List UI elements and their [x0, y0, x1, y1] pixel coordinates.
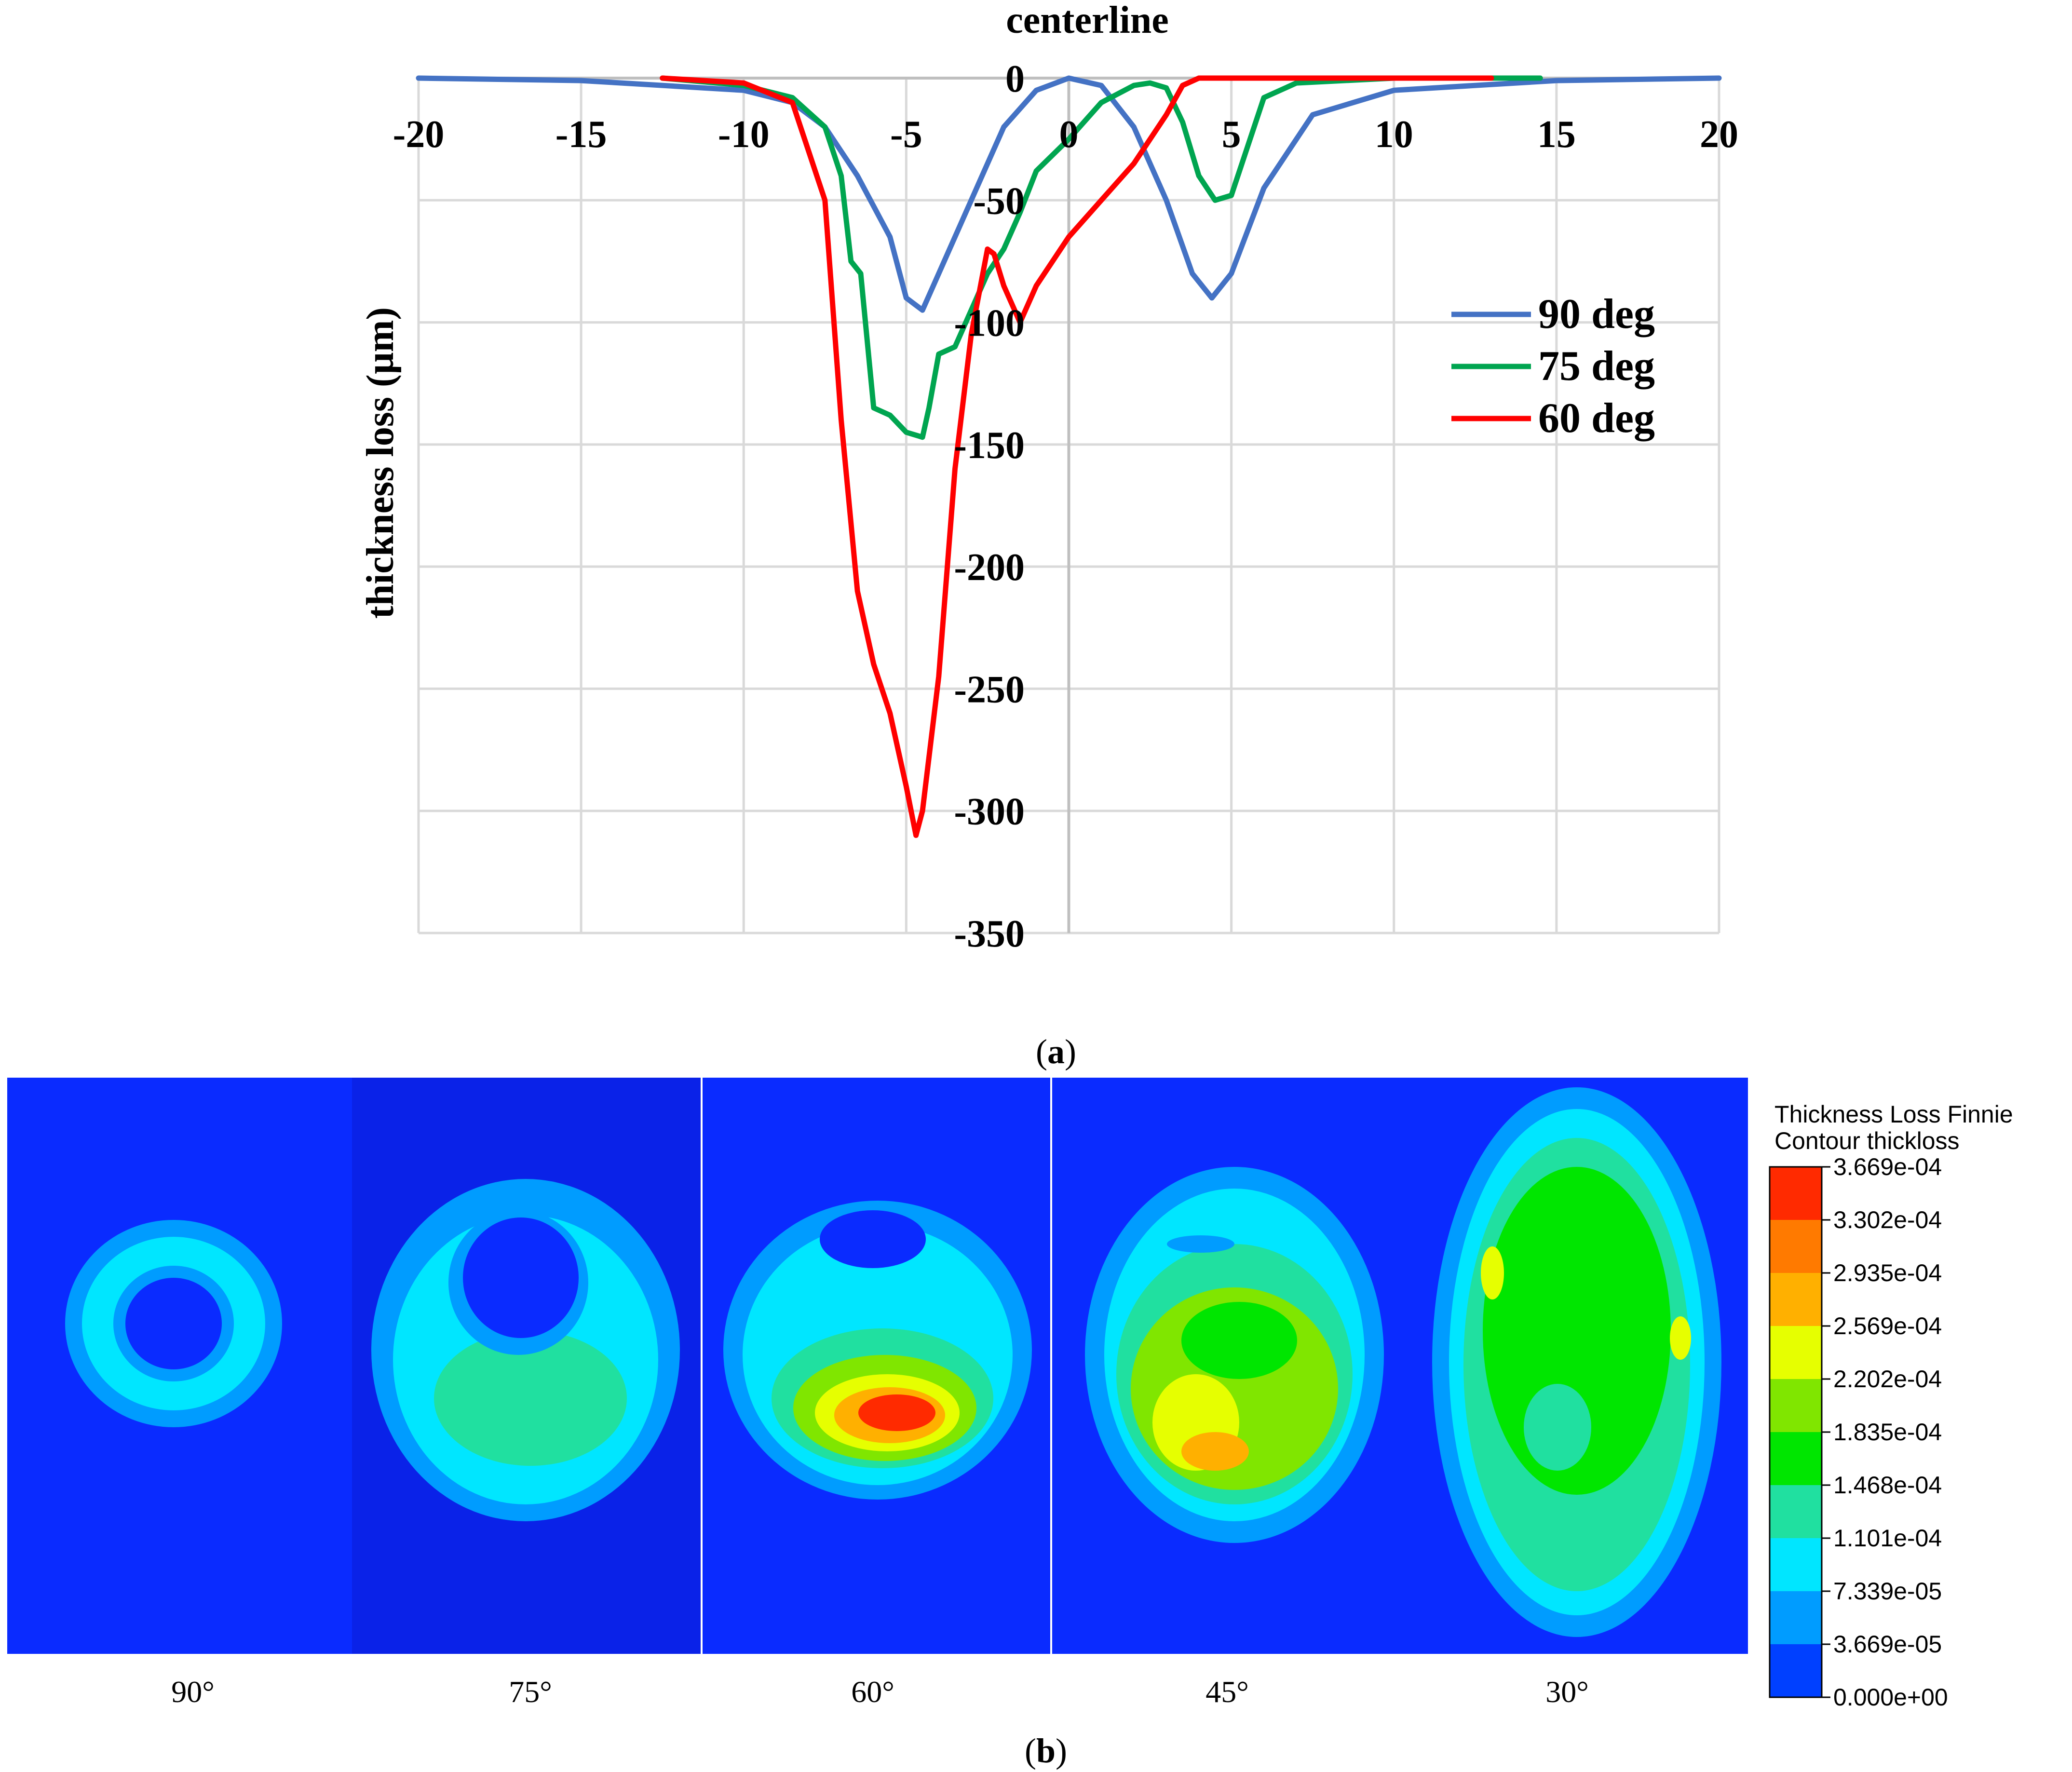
contour-30-mid — [1449, 1109, 1705, 1615]
legend-bar-frame — [1769, 1166, 1823, 1698]
legend-label: 90 deg — [1538, 291, 1655, 338]
caption-a: (a) — [1036, 1032, 1076, 1071]
series-lines — [416, 75, 1722, 838]
contour-60-l6 — [772, 1328, 993, 1468]
angle-label: 90° — [171, 1675, 215, 1709]
legend-color-band — [1770, 1167, 1822, 1220]
contour-panel-75 — [352, 1078, 702, 1654]
legend-title-line1: Thickness Loss Finnie — [1774, 1101, 2013, 1128]
x-tick-label: -10 — [718, 113, 770, 156]
legend-color-band — [1770, 1326, 1822, 1379]
legend-level-label: 0.000e+00 — [1833, 1684, 1948, 1711]
x-tick-label: 5 — [1222, 113, 1241, 156]
contour-60-mid — [743, 1225, 1013, 1485]
x-tick-label: 10 — [1375, 113, 1413, 156]
y-tick-label: -100 — [954, 302, 1025, 345]
y-tick-label: 0 — [1005, 58, 1025, 100]
caption-b: (b) — [1025, 1731, 1068, 1770]
legend-color-band — [1770, 1485, 1822, 1538]
legend-level-label: 3.302e-04 — [1833, 1206, 1942, 1233]
color-legend: Thickness Loss Finnie Contour thickloss … — [1769, 1101, 2013, 1711]
angle-label: 45° — [1205, 1675, 1249, 1709]
legend-color-band — [1770, 1432, 1822, 1485]
legend-color-band — [1770, 1220, 1822, 1273]
legend-level-label: 1.101e-04 — [1833, 1525, 1942, 1552]
legend-color-band — [1770, 1379, 1822, 1432]
contour-45-l3 — [1152, 1374, 1239, 1471]
contour-60-outer — [723, 1201, 1032, 1500]
contour-60-l2 — [834, 1387, 945, 1443]
series-line-60-deg — [660, 75, 1494, 838]
caption-a-letter: a — [1047, 1032, 1065, 1071]
caption-b-letter: b — [1036, 1731, 1056, 1770]
contour-30-spot1 — [1481, 1246, 1504, 1299]
thickness-loss-line-chart: -20 -15 -10 -5 0 5 10 15 20 0-50-100-150-200-250… — [359, 0, 1738, 955]
axes — [419, 77, 1719, 933]
y-tick-label: -350 — [954, 913, 1025, 955]
contour-maps — [7, 1078, 1748, 1654]
y-tick-label: -300 — [954, 791, 1025, 833]
x-tick-label: 0 — [1059, 113, 1079, 156]
legend-level-label: 2.202e-04 — [1833, 1366, 1942, 1393]
y-axis-label: thickness loss (µm) — [359, 307, 402, 619]
legend-color-band — [1770, 1538, 1822, 1591]
contour-60-l3 — [815, 1374, 960, 1451]
angle-label: 30° — [1545, 1675, 1589, 1709]
contour-75-outer — [371, 1179, 680, 1521]
y-tick-label: -250 — [954, 668, 1025, 711]
legend-level-label: 2.569e-04 — [1833, 1312, 1942, 1339]
legend-level-label: 1.468e-04 — [1833, 1472, 1942, 1499]
contour-30-pocket — [1524, 1384, 1591, 1471]
contour-30-spot2 — [1670, 1316, 1691, 1360]
legend: 90 deg 75 deg 60 deg — [1451, 291, 1655, 442]
contour-60-core — [858, 1394, 935, 1431]
contour-45-top-mark — [1167, 1235, 1234, 1253]
chart-title: centerline — [1006, 0, 1169, 41]
x-tick-label: -15 — [555, 113, 607, 156]
legend-label: 75 deg — [1538, 343, 1655, 390]
legend-color-band — [1770, 1644, 1822, 1697]
legend-color-band — [1770, 1591, 1822, 1644]
angle-labels: 90° 75° 60° 45° 30° — [171, 1675, 1589, 1709]
contour-90-outer — [65, 1220, 282, 1427]
angle-label: 60° — [851, 1675, 894, 1709]
legend-level-label: 3.669e-04 — [1833, 1153, 1942, 1180]
contour-60-notch — [820, 1210, 926, 1268]
contour-90-inner-edge — [113, 1266, 234, 1381]
x-tick-label: -20 — [393, 113, 445, 156]
contour-background — [7, 1078, 1748, 1654]
contour-45-mid — [1104, 1189, 1365, 1521]
contour-90-ring — [82, 1237, 265, 1410]
legend-label: 60 deg — [1538, 395, 1655, 442]
legend-level-label: 7.339e-05 — [1833, 1578, 1942, 1605]
contour-90-hole — [125, 1278, 222, 1369]
contour-45-outer — [1085, 1167, 1384, 1543]
x-tick-label: -5 — [890, 113, 922, 156]
x-tick-label: 15 — [1537, 113, 1576, 156]
contour-75-hole — [463, 1217, 579, 1338]
legend-title-line2: Contour thickloss — [1774, 1127, 1960, 1154]
y-tick-label: -150 — [954, 424, 1025, 467]
legend-color-band — [1770, 1273, 1822, 1326]
y-tick-labels: 0 -50 -100 -150 -200 -250 -300 -350 — [954, 58, 1025, 955]
x-tick-label: 20 — [1700, 113, 1738, 156]
contour-45-l2 — [1181, 1432, 1249, 1471]
y-tick-label: -200 — [954, 546, 1025, 589]
contour-30-l6 — [1463, 1138, 1690, 1591]
contour-75-inner — [434, 1331, 627, 1466]
contour-45-l5 — [1181, 1302, 1297, 1379]
contour-45-l6 — [1116, 1244, 1353, 1504]
legend-level-label: 2.935e-04 — [1833, 1259, 1942, 1286]
contour-45-l4 — [1131, 1287, 1338, 1490]
x-tick-labels: -20 -15 -10 -5 0 5 10 15 20 — [393, 113, 1738, 156]
legend-level-label: 1.835e-04 — [1833, 1419, 1942, 1446]
contour-30-l5 — [1483, 1167, 1671, 1495]
angle-label: 75° — [509, 1675, 552, 1709]
legend-level-label: 3.669e-05 — [1833, 1631, 1942, 1658]
contour-30-outer — [1432, 1087, 1721, 1637]
y-tick-label: -50 — [973, 180, 1025, 222]
contour-60-l4 — [793, 1355, 976, 1461]
contour-75-hole-edge — [448, 1210, 588, 1355]
contour-75-mid — [393, 1215, 658, 1504]
